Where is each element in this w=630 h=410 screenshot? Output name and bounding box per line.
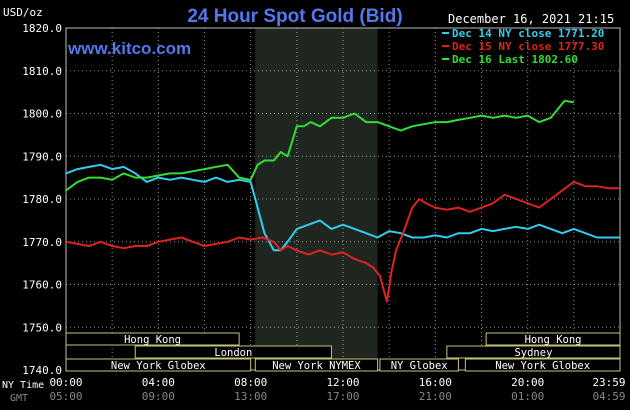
x-tick-label-gmt: 21:00 [419, 390, 452, 403]
x-tick-label-ny: 04:00 [142, 376, 175, 389]
y-tick-label: 1750.0 [22, 321, 62, 334]
y-tick-label: 1800.0 [22, 108, 62, 121]
session-bar [65, 358, 252, 372]
session-label: London [214, 347, 252, 359]
session-label: NY Globex [391, 360, 448, 372]
series-line-2 [65, 180, 620, 303]
axes: 1820.0 1810.0 1800.0 1790.0 1780.0 1770.0 1760… [2, 22, 626, 404]
plot-area [65, 27, 621, 371]
x-tick-label-ny: 20:00 [511, 376, 544, 389]
session-bar [134, 345, 332, 359]
session-bar [485, 332, 621, 346]
y-tick-label: 1810.0 [22, 65, 62, 78]
x-tick-label-gmt: 05:00 [49, 390, 82, 403]
nymex-shaded-region [255, 28, 378, 370]
session-label: Hong Kong [525, 334, 582, 346]
session-label: New York NYMEX [272, 360, 361, 372]
gmt-row-label: GMT [10, 393, 28, 404]
session-label: New York Globex [111, 360, 206, 372]
x-tick-label-gmt: 01:00 [511, 390, 544, 403]
x-tick-label-ny: 08:00 [234, 376, 267, 389]
session-bar [379, 358, 459, 372]
legend-entry: Dec 16 Last 1802.60 [452, 53, 578, 66]
legend-entry: Dec 14 NY close 1771.20 [452, 27, 604, 40]
x-tick-label-ny: 23:59 [592, 376, 625, 389]
y-tick-label: 1780.0 [22, 193, 62, 206]
session-bar [254, 358, 379, 372]
x-tick-label-ny: 16:00 [419, 376, 452, 389]
site-watermark: www.kitco.com [67, 39, 191, 58]
y-tick-label: 1790.0 [22, 150, 62, 163]
y-tick-label: 1760.0 [22, 279, 62, 292]
x-tick-label-gmt: 04:59 [592, 390, 625, 403]
session-label: Hong Kong [124, 334, 181, 346]
x-tick-label-ny: 00:00 [49, 376, 82, 389]
x-tick-label-gmt: 09:00 [142, 390, 175, 403]
y-axis-unit-label: USD/oz [3, 6, 43, 19]
session-label: Sydney [514, 347, 552, 359]
x-tick-label-gmt: 17:00 [326, 390, 359, 403]
series-line-3 [65, 99, 574, 192]
y-tick-label: 1820.0 [22, 22, 62, 35]
y-tick-label: 1770.0 [22, 236, 62, 249]
x-tick-label-gmt: 13:00 [234, 390, 267, 403]
legend-entry: Dec 15 NY close 1777.30 [452, 40, 604, 53]
series-line-1 [65, 163, 620, 252]
y-tick-label: 1740.0 [22, 364, 62, 377]
session-label: New York Globex [495, 360, 590, 372]
ny-time-row-label: NY Time [2, 380, 44, 391]
session-bar [65, 332, 240, 346]
chart-datetime: December 16, 2021 21:15 [448, 12, 614, 26]
session-bar [446, 345, 621, 359]
x-tick-label-ny: 12:00 [326, 376, 359, 389]
session-bar [464, 358, 621, 372]
chart-title: 24 Hour Spot Gold (Bid) [187, 6, 402, 27]
